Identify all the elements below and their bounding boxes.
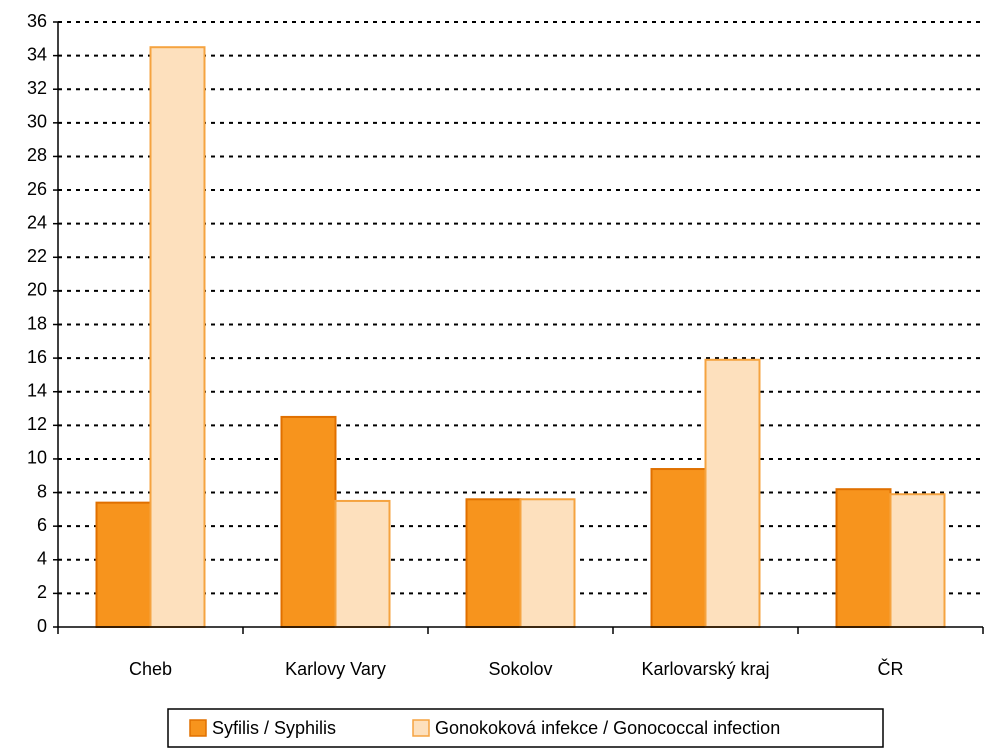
y-tick-label: 16 — [27, 347, 47, 367]
y-tick-label: 14 — [27, 380, 47, 400]
y-tick-label: 20 — [27, 280, 47, 300]
bar — [280, 415, 337, 628]
bar — [95, 501, 152, 628]
y-tick-label: 34 — [27, 44, 47, 64]
y-tick-label: 36 — [27, 11, 47, 31]
bar — [519, 498, 576, 628]
y-tick-label: 0 — [37, 616, 47, 636]
y-tick-label: 18 — [27, 313, 47, 333]
x-tick-label: Sokolov — [488, 659, 552, 679]
bar — [149, 46, 206, 629]
legend-swatch — [412, 719, 430, 737]
y-tick-label: 32 — [27, 78, 47, 98]
y-tick-label: 4 — [37, 549, 47, 569]
bar — [465, 498, 522, 628]
x-tick-label: Karlovy Vary — [285, 659, 386, 679]
bar — [889, 493, 946, 628]
y-tick-label: 2 — [37, 582, 47, 602]
y-tick-label: 24 — [27, 212, 47, 232]
y-tick-label: 30 — [27, 112, 47, 132]
legend-label: Syfilis / Syphilis — [212, 718, 336, 738]
y-tick-label: 6 — [37, 515, 47, 535]
y-tick-label: 22 — [27, 246, 47, 266]
bar — [704, 358, 761, 628]
y-tick-label: 12 — [27, 414, 47, 434]
y-tick-label: 8 — [37, 481, 47, 501]
x-tick-label: ČR — [878, 658, 904, 679]
bar — [334, 499, 391, 629]
bar — [835, 488, 892, 629]
y-tick-label: 10 — [27, 448, 47, 468]
x-tick-label: Cheb — [129, 659, 172, 679]
bar — [650, 468, 707, 628]
legend-label: Gonokoková infekce / Gonococcal infectio… — [435, 718, 780, 738]
legend-box — [167, 708, 884, 748]
y-tick-label: 28 — [27, 145, 47, 165]
legend-swatch — [189, 719, 207, 737]
y-tick-label: 26 — [27, 179, 47, 199]
x-tick-label: Karlovarský kraj — [641, 659, 769, 679]
